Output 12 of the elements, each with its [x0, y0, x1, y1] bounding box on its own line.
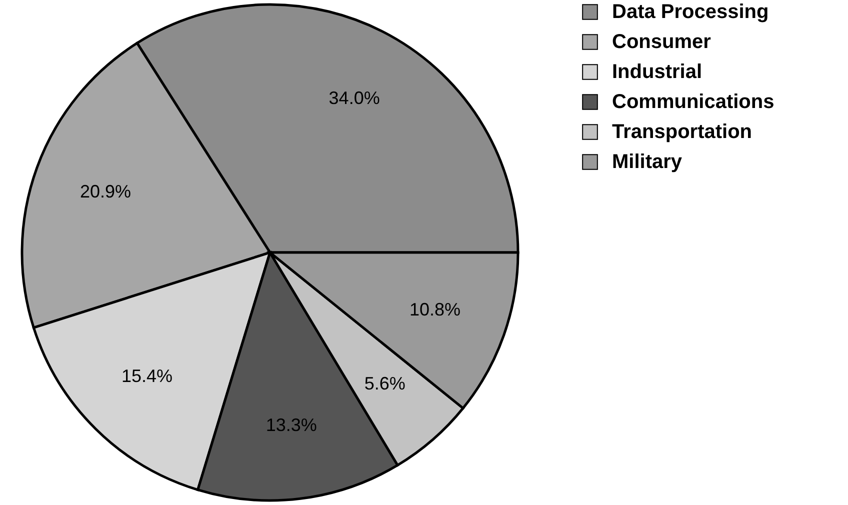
legend-label: Data Processing: [612, 1, 769, 23]
legend-label: Industrial: [612, 61, 702, 83]
legend-label: Communications: [612, 91, 774, 113]
data-label: 34.0%: [328, 88, 380, 108]
data-label: 20.9%: [80, 182, 132, 202]
legend-label: Consumer: [612, 31, 712, 53]
data-label: 5.6%: [364, 373, 406, 394]
data-label: 13.3%: [266, 415, 317, 436]
legend-label: Military: [612, 151, 683, 173]
data-label: 10.8%: [410, 300, 461, 320]
data-label: 15.4%: [122, 366, 173, 386]
legend-label: Transportation: [612, 121, 752, 143]
